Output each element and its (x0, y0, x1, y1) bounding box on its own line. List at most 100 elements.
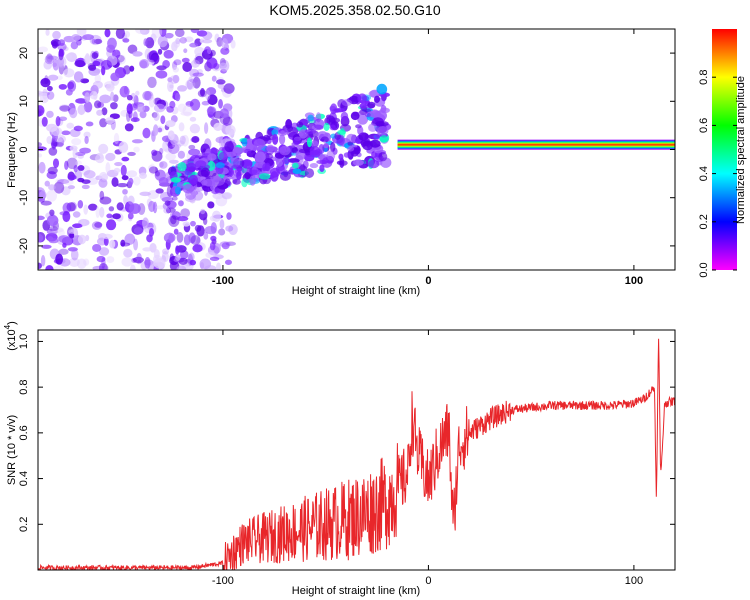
spectrogram-cell (205, 252, 216, 259)
spectrogram-cell (167, 77, 173, 83)
spectrogram-cell (142, 247, 153, 252)
spectrogram-cell (219, 241, 231, 248)
spectrogram-cell (219, 108, 229, 119)
y-tick-label: 0.6 (18, 425, 30, 440)
spectrogram-cell (123, 248, 133, 258)
spectrogram-cell (109, 239, 116, 249)
spectrogram-cell (329, 103, 338, 115)
spectrogram-heatmap (38, 29, 675, 270)
spectrogram-cell (379, 135, 389, 143)
spectrogram-cell (162, 60, 170, 69)
spectrogram-cell (81, 184, 90, 190)
spectrogram-cell (298, 148, 310, 154)
x-tick-label: 100 (625, 575, 643, 587)
spectrogram-cell (330, 141, 336, 153)
spectrogram-cell (57, 229, 65, 237)
spectrogram-cell (152, 124, 159, 136)
spectrogram-cell (218, 228, 226, 236)
spectrogram-cell (190, 220, 196, 227)
y-tick-label: -10 (18, 190, 30, 206)
spectrogram-cell (310, 140, 319, 148)
spectrogram-cell (359, 109, 368, 115)
spectrogram-cell (225, 241, 236, 246)
spectrogram-cell (189, 259, 197, 266)
spectrogram-cell (55, 253, 64, 265)
figure-title: KOM5.2025.358.02.50.G10 (269, 2, 440, 18)
spectrogram-cell (120, 164, 127, 177)
spectrogram-cell (350, 111, 360, 121)
spectrogram-cell (38, 161, 46, 174)
spectrogram-cell (135, 29, 147, 35)
spectrogram-cell (88, 64, 97, 71)
spectrogram-cell (98, 178, 108, 188)
spectrogram-cell (173, 59, 182, 66)
spectrogram-cell (200, 167, 210, 178)
y-tick-label: 1.0 (18, 334, 30, 349)
spectrogram-cell (139, 191, 151, 197)
x-tick-label: -100 (212, 575, 234, 587)
spectrogram-cell (41, 244, 52, 249)
spectrogram-cell (377, 125, 389, 136)
spectrogram-cell (38, 46, 49, 53)
spectrogram-cell (262, 163, 270, 172)
spectrogram-cell (122, 38, 130, 43)
spectrogram-cell (359, 103, 367, 109)
spectrogram-cell (46, 110, 54, 118)
spectrogram-cell (100, 59, 112, 70)
spectrogram-cell (190, 235, 201, 246)
spectrogram-cell (121, 257, 133, 267)
snr-frame (37, 329, 676, 571)
spectrogram-cell (176, 232, 184, 243)
spectrogram-cell (221, 242, 230, 250)
colorbar: 0.0 0.2 0.4 0.6 0.8 Normalized spectral ampl… (698, 29, 747, 278)
spectrogram-xlabel: Height of straight line (km) (292, 285, 420, 297)
spectrogram-cell (185, 162, 197, 173)
spectrogram-cell (57, 137, 65, 148)
spectrogram-cell (76, 29, 87, 36)
spectrogram-cell (225, 151, 237, 158)
spectrogram-cell (212, 192, 224, 200)
spectrogram-cell (185, 101, 194, 107)
spectrogram-cell (180, 208, 191, 218)
spectrogram-cell (38, 233, 44, 243)
y-tick-label: -20 (18, 238, 30, 254)
spectrogram-cell (150, 54, 159, 63)
spectrogram-cell (67, 185, 75, 190)
spectrogram-cell (135, 90, 140, 96)
spectrogram-cell (164, 200, 171, 206)
spectrogram-cell (163, 207, 171, 214)
spectrogram-cell (313, 118, 325, 130)
spectrogram-cell (151, 29, 163, 38)
spectrogram-cell (347, 141, 354, 146)
spectrogram-cell (57, 57, 65, 67)
spectrogram-cell (59, 105, 71, 112)
spectrogram-cell (148, 95, 155, 108)
spectrogram-cell (171, 196, 178, 201)
spectrogram-cell (188, 174, 198, 186)
spectrogram-cell (98, 171, 108, 183)
spectrogram-cell (93, 38, 103, 45)
spectrogram-cell (110, 91, 115, 102)
spectrogram-cell (58, 104, 71, 111)
spectrogram-cell (159, 161, 168, 169)
spectrogram-cell (121, 175, 129, 181)
spectrogram-cell (178, 257, 188, 265)
spectrogram-cell (119, 85, 130, 98)
spectrogram-cell (89, 91, 98, 100)
spectrogram-cell (45, 265, 54, 270)
snr-xlabel: Height of straight line (km) (292, 585, 420, 597)
spectrogram-cell (199, 88, 205, 97)
colorbar-axis: 0.0 0.2 0.4 0.6 0.8 (698, 70, 737, 278)
spectrogram-cell (304, 168, 315, 178)
spectrogram-cell (39, 92, 49, 104)
spectrogram-cell (84, 92, 91, 103)
spectrogram-cell (155, 188, 164, 194)
spectrogram-cell (91, 38, 96, 45)
spectrogram-cell (258, 173, 271, 180)
spectrogram-cell (111, 177, 119, 187)
spectrogram-cell (83, 258, 90, 266)
spectrogram-cell (292, 138, 300, 146)
spectrogram-cell (108, 206, 115, 212)
spectrogram-cell (228, 129, 235, 138)
